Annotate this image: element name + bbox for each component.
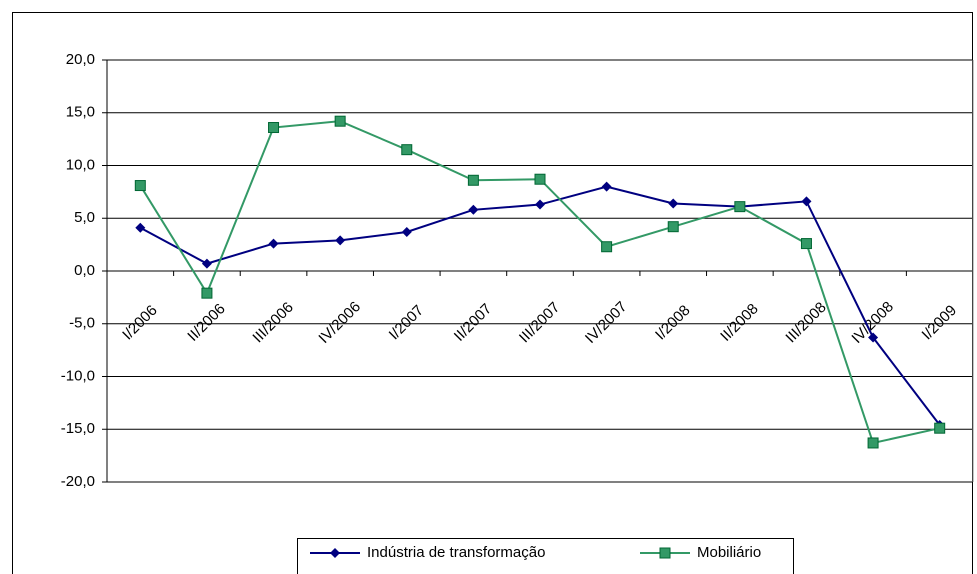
point-marker: [800, 238, 812, 250]
chart-frame: [12, 12, 973, 574]
point-marker: [401, 144, 413, 156]
x-tick-label: IV/2007: [582, 298, 631, 347]
y-tick-label: 10,0: [66, 156, 95, 173]
x-tick-label: I/2007: [386, 302, 428, 344]
point-marker: [467, 174, 479, 186]
y-tick-label: 15,0: [66, 104, 95, 121]
x-tick-label: III/2007: [516, 299, 563, 346]
y-tick-label: -5,0: [69, 315, 95, 332]
point-marker: [268, 238, 279, 249]
x-tick-label: II/2007: [451, 300, 495, 344]
legend-box: [297, 538, 794, 574]
point-marker: [934, 422, 946, 434]
y-tick-label: 5,0: [74, 209, 95, 226]
x-tick-label: II/2008: [717, 300, 761, 344]
legend-label: Mobiliário: [697, 544, 761, 561]
point-marker: [468, 204, 479, 215]
y-tick-label: -15,0: [61, 420, 95, 437]
point-marker: [201, 287, 213, 299]
legend: Indústria de transformação Mobiliário: [297, 538, 794, 574]
legend-marker: [330, 548, 340, 558]
point-marker: [734, 201, 746, 213]
y-tick-label: 20,0: [66, 51, 95, 68]
series-line: [139, 120, 940, 445]
point-marker: [134, 180, 146, 192]
point-marker: [867, 437, 879, 449]
point-marker: [135, 222, 146, 233]
point-marker: [534, 173, 546, 185]
point-marker: [667, 221, 679, 233]
point-marker: [668, 198, 679, 209]
legend-marker: [659, 547, 671, 559]
point-marker: [335, 235, 346, 246]
point-marker: [334, 115, 346, 127]
point-marker: [868, 332, 879, 343]
y-tick-label: 0,0: [74, 262, 95, 279]
x-tick-label: II/2006: [184, 300, 228, 344]
point-marker: [268, 122, 280, 134]
y-tick-label: -10,0: [61, 367, 95, 384]
y-tick-label: -20,0: [61, 473, 95, 490]
point-marker: [601, 181, 612, 192]
x-tick-label: I/2008: [652, 302, 694, 344]
point-marker: [201, 258, 212, 269]
x-tick-label: I/2009: [919, 302, 961, 344]
point-marker: [535, 199, 545, 210]
x-tick-label: III/2008: [782, 299, 829, 346]
point-marker: [801, 196, 812, 207]
x-tick-label: IV/2006: [315, 298, 364, 347]
point-marker: [601, 241, 613, 253]
point-marker: [401, 226, 412, 237]
x-tick-label: I/2006: [119, 302, 161, 344]
x-tick-label: III/2006: [249, 299, 296, 346]
legend-label: Indústria de transformação: [367, 544, 545, 561]
